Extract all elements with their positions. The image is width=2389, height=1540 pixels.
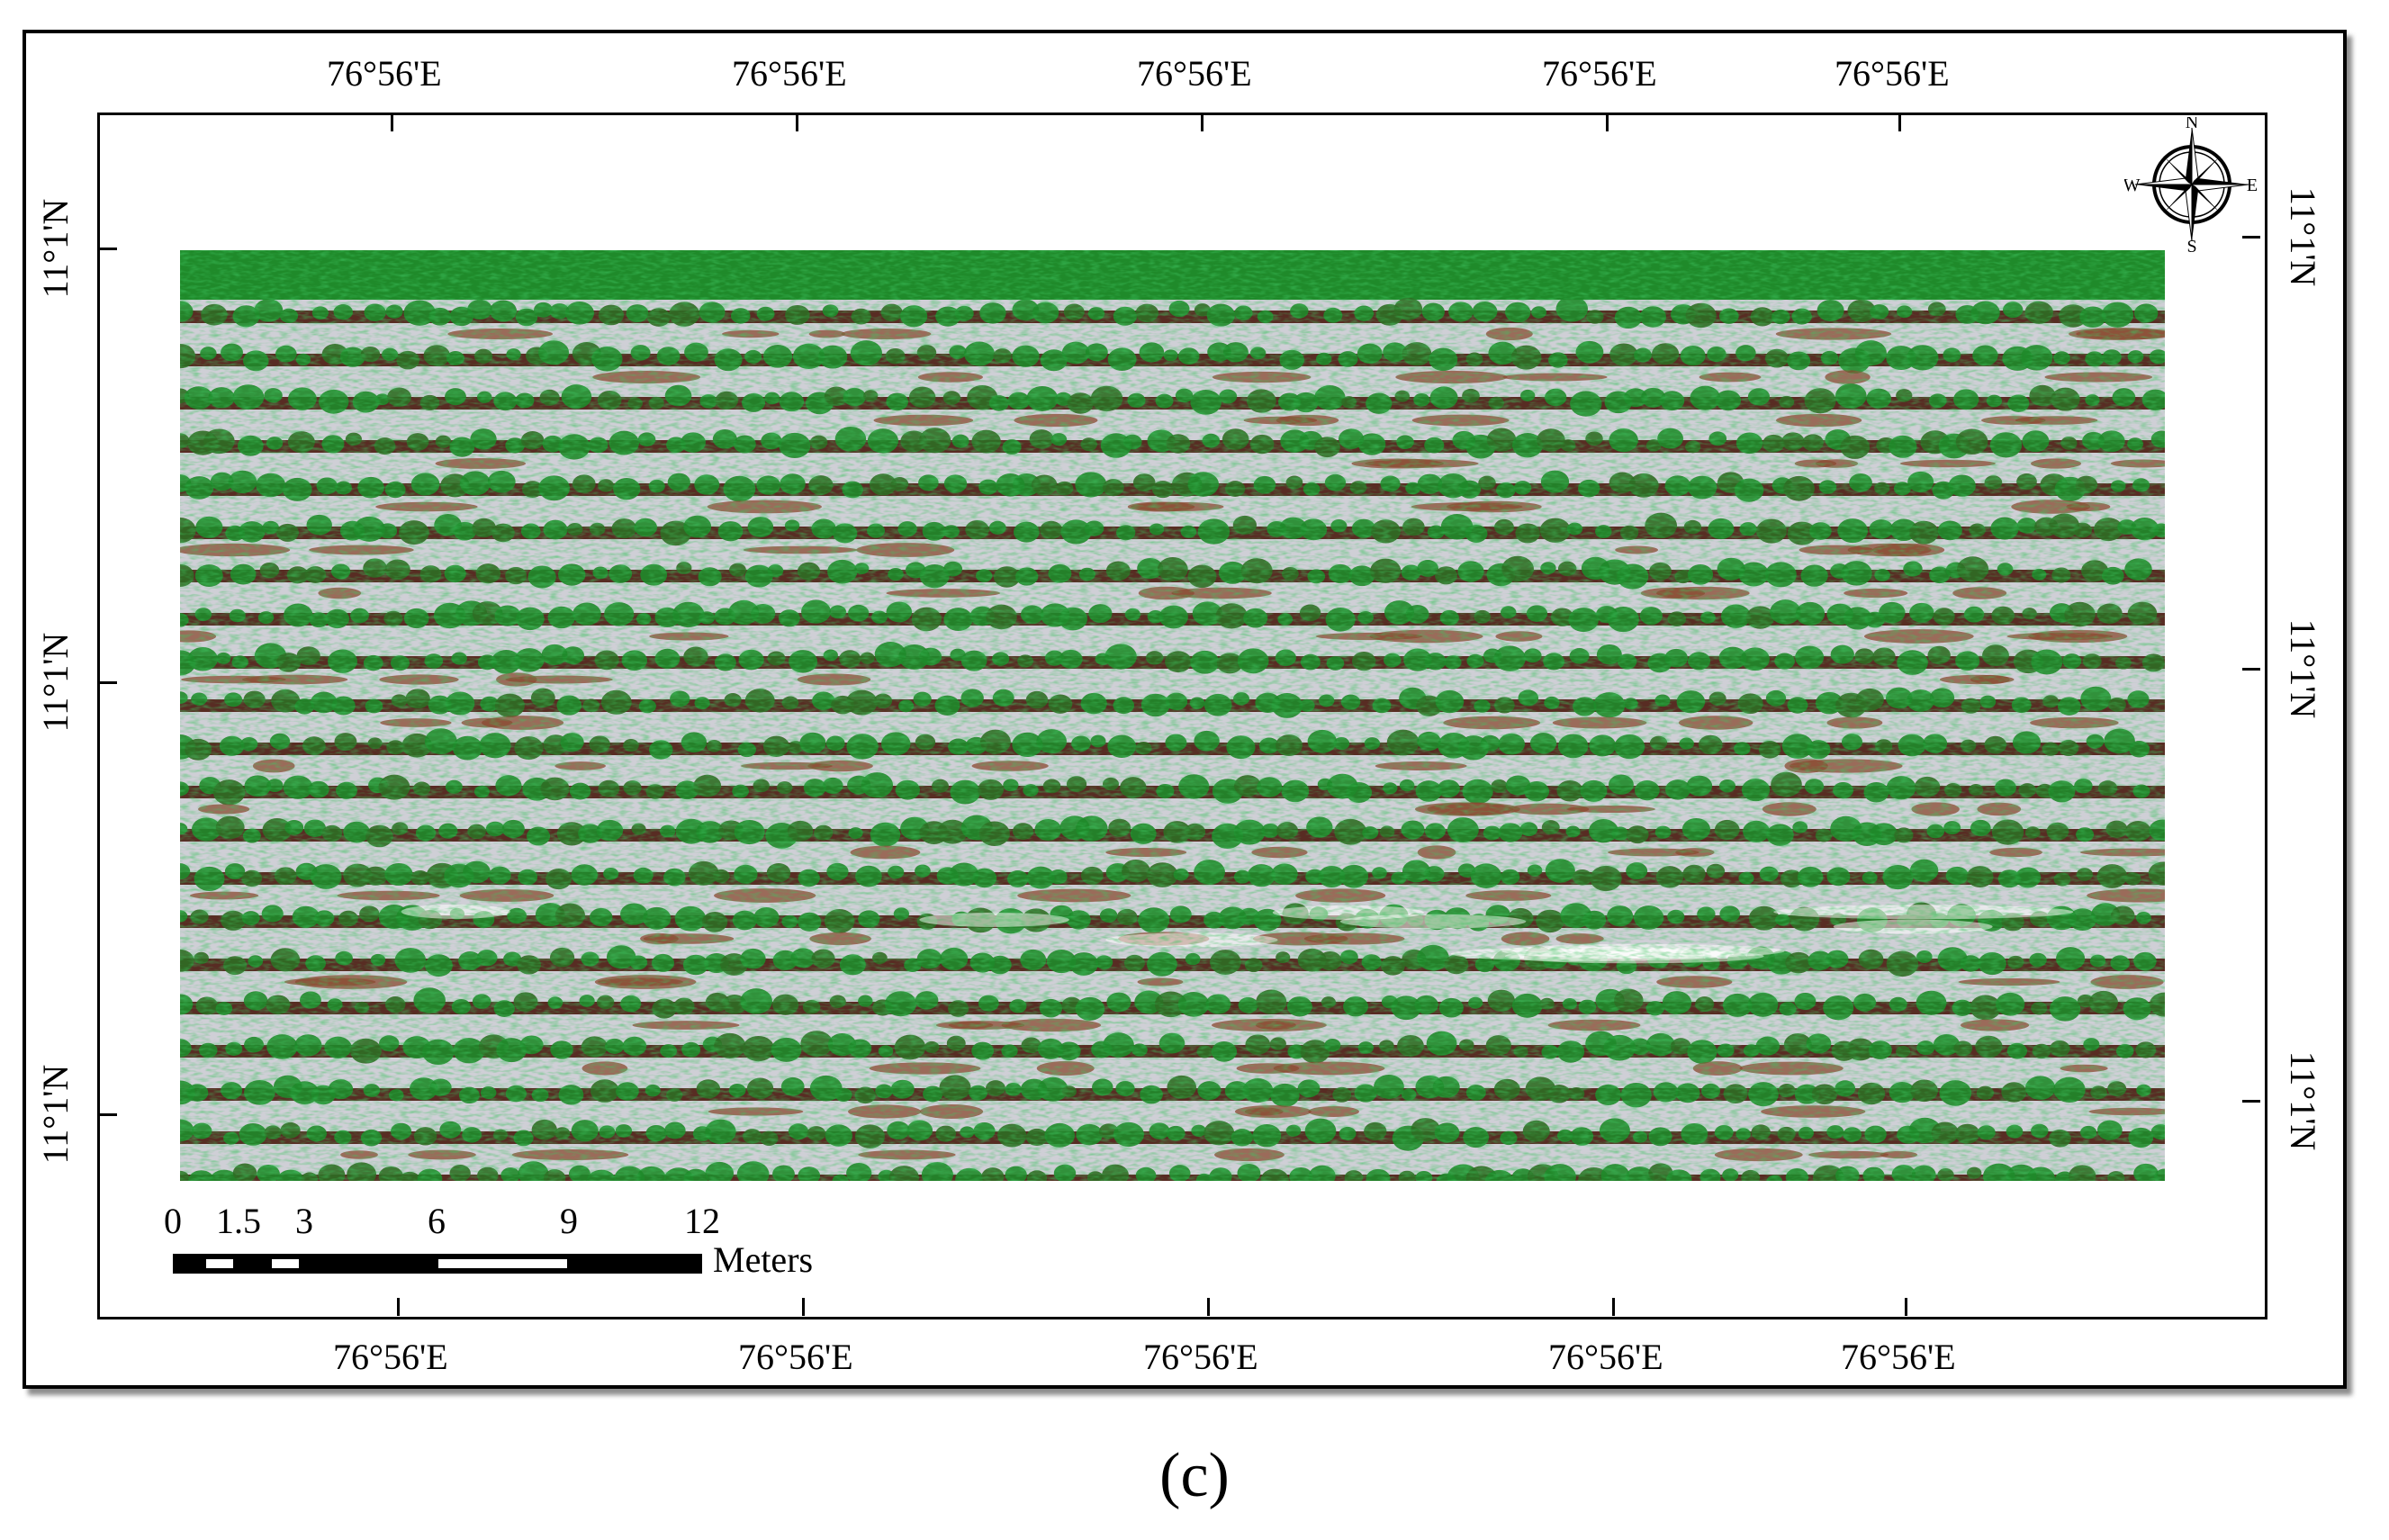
left-tick [99,681,117,684]
bottom-longitude-label: 76°56'E [1841,1337,1956,1377]
top-tick [391,113,393,131]
scale-tick-label: 3 [295,1201,313,1241]
compass-e-label: E [2247,176,2258,195]
scale-tick-label: 12 [684,1201,720,1241]
right-tick [2242,1100,2260,1103]
figure-caption: (c) [1159,1441,1230,1510]
top-longitude-label: 76°56'E [327,53,442,94]
compass-w-label: W [2124,176,2141,195]
bottom-tick [802,1298,805,1316]
bottom-tick [1207,1298,1210,1316]
bottom-tick [1612,1298,1615,1316]
top-tick [1201,113,1204,131]
left-latitude-label: 11°1'N [35,1064,76,1165]
bottom-longitude-label: 76°56'E [333,1337,448,1377]
scale-tick-label: 9 [560,1201,578,1241]
top-tick [796,113,798,131]
right-latitude-label: 11°1'N [2283,618,2323,719]
top-longitude-label: 76°56'E [1835,53,1950,94]
right-tick [2242,236,2260,239]
map-neatline [97,113,2267,1319]
bottom-longitude-label: 76°56'E [738,1337,853,1377]
bottom-longitude-label: 76°56'E [1143,1337,1258,1377]
bottom-tick [1905,1298,1907,1316]
left-latitude-label: 11°1'N [35,632,76,733]
crop-rows-aerial-imagery [180,250,2165,1181]
right-latitude-label: 11°1'N [2283,186,2323,287]
scale-tick-label: 1.5 [216,1201,261,1241]
scale-tick-label: 0 [164,1201,182,1241]
top-tick [1898,113,1901,131]
top-longitude-label: 76°56'E [732,53,847,94]
left-tick [99,248,117,250]
scale-bar: 0 1.5 3 6 9 12 Meters [164,1201,813,1280]
scale-unit-label: Meters [713,1239,813,1280]
left-latitude-label: 11°1'N [35,198,76,299]
bottom-longitude-label: 76°56'E [1548,1337,1663,1377]
top-longitude-label: 76°56'E [1137,53,1252,94]
compass-rose-icon: N S E W [2124,117,2258,252]
right-tick [2242,668,2260,671]
compass-s-label: S [2186,237,2196,252]
left-tick [99,1113,117,1116]
bottom-tick [397,1298,400,1316]
top-tick [1606,113,1609,131]
scale-tick-label: 6 [428,1201,446,1241]
right-latitude-label: 11°1'N [2283,1050,2323,1151]
top-longitude-label: 76°56'E [1542,53,1657,94]
compass-n-label: N [2186,117,2198,132]
